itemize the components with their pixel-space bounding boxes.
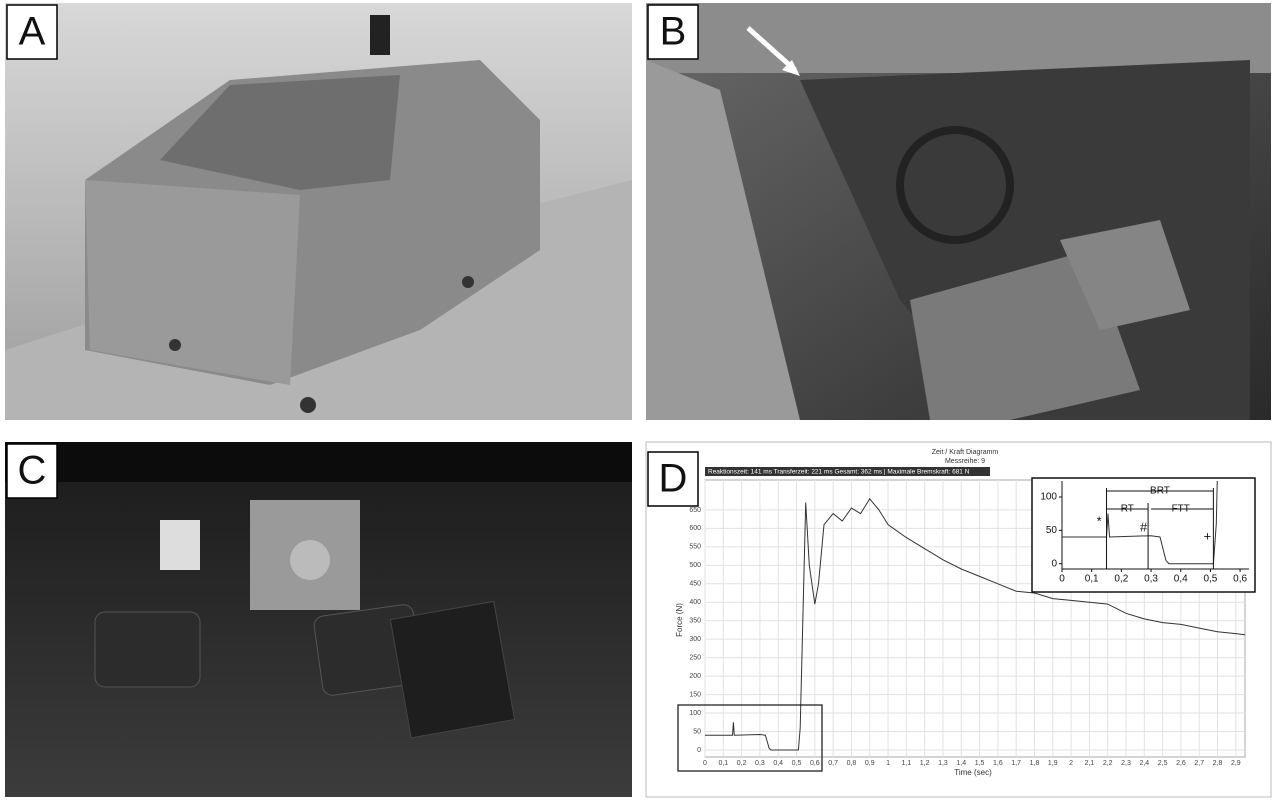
inset-annotation: BRT xyxy=(1150,486,1170,497)
inset-annotation: RT xyxy=(1121,504,1134,515)
y-tick-label: 650 xyxy=(689,507,701,514)
chart-title: Zeit / Kraft Diagramm xyxy=(932,449,999,456)
x-tick-label: 0,5 xyxy=(792,760,802,767)
x-tick-label: 1,4 xyxy=(956,760,966,767)
y-tick-label: 100 xyxy=(689,710,701,717)
photo-b xyxy=(646,3,1271,420)
x-tick-label: 2,3 xyxy=(1121,760,1131,767)
inset-annotation: + xyxy=(1204,528,1212,543)
x-tick-label: 0,2 xyxy=(737,760,747,767)
inset-x-tick-label: 0,1 xyxy=(1085,574,1099,585)
photo-a xyxy=(5,3,632,420)
y-tick-label: 350 xyxy=(689,618,701,625)
photo-c xyxy=(5,442,632,797)
x-tick-label: 1,3 xyxy=(938,760,948,767)
x-tick-label: 2,4 xyxy=(1139,760,1149,767)
y-tick-label: 0 xyxy=(697,747,701,754)
x-tick-label: 1,8 xyxy=(1030,760,1040,767)
inset-x-tick-label: 0,2 xyxy=(1114,574,1128,585)
y-tick-label: 200 xyxy=(689,673,701,680)
x-tick-label: 1 xyxy=(886,760,890,767)
x-tick-label: 0,3 xyxy=(755,760,765,767)
x-tick-label: 2 xyxy=(1069,760,1073,767)
inset-y-tick-label: 100 xyxy=(1040,492,1057,503)
y-tick-label: 150 xyxy=(689,691,701,698)
panel-label: D xyxy=(659,457,688,501)
info-text: Reaktionszeit: 141 ms Transferzeit: 221 … xyxy=(708,469,970,476)
inset-annotation: # xyxy=(1140,519,1148,534)
panel-label: B xyxy=(660,10,687,54)
y-axis-label: Force (N) xyxy=(675,603,684,637)
inset-x-tick-label: 0,6 xyxy=(1233,574,1247,585)
figure: Zeit / Kraft Diagramm Messreihe: 9 Reakt… xyxy=(0,0,1274,800)
inset-x-tick-label: 0,5 xyxy=(1203,574,1217,585)
inset-y-tick-label: 50 xyxy=(1046,525,1058,536)
y-tick-label: 300 xyxy=(689,636,701,643)
x-tick-label: 0,9 xyxy=(865,760,875,767)
x-tick-label: 2,9 xyxy=(1231,760,1241,767)
inset-x-tick-label: 0,4 xyxy=(1174,574,1188,585)
x-tick-label: 2,1 xyxy=(1085,760,1095,767)
y-tick-label: 550 xyxy=(689,544,701,551)
x-tick-label: 2,5 xyxy=(1158,760,1168,767)
inset-x-tick-label: 0 xyxy=(1059,574,1065,585)
x-tick-label: 1,9 xyxy=(1048,760,1058,767)
x-tick-label: 0 xyxy=(703,760,707,767)
x-axis-label: Time (sec) xyxy=(954,768,992,777)
y-tick-label: 250 xyxy=(689,654,701,661)
x-tick-label: 0,1 xyxy=(718,760,728,767)
x-tick-label: 0,7 xyxy=(828,760,838,767)
inset-annotation: FTT xyxy=(1172,504,1190,515)
inset-y-tick-label: 0 xyxy=(1051,558,1057,569)
x-tick-label: 1,7 xyxy=(1011,760,1021,767)
chart-subtitle: Messreihe: 9 xyxy=(945,458,985,465)
y-tick-label: 50 xyxy=(693,728,701,735)
inset-x-tick-label: 0,3 xyxy=(1144,574,1158,585)
x-tick-label: 1,6 xyxy=(993,760,1003,767)
x-tick-label: 2,6 xyxy=(1176,760,1186,767)
x-tick-label: 1,5 xyxy=(975,760,985,767)
y-tick-label: 400 xyxy=(689,599,701,606)
x-tick-label: 0,8 xyxy=(847,760,857,767)
x-tick-label: 0,4 xyxy=(773,760,783,767)
inset-annotation: * xyxy=(1097,513,1102,528)
x-tick-label: 1,2 xyxy=(920,760,930,767)
panel-label: A xyxy=(19,10,46,54)
x-tick-label: 2,7 xyxy=(1194,760,1204,767)
y-tick-label: 450 xyxy=(689,581,701,588)
y-tick-label: 500 xyxy=(689,562,701,569)
x-tick-label: 0,6 xyxy=(810,760,820,767)
panel-label: C xyxy=(18,449,47,493)
x-tick-label: 2,8 xyxy=(1213,760,1223,767)
y-tick-label: 600 xyxy=(689,525,701,532)
x-tick-label: 1,1 xyxy=(901,760,911,767)
x-tick-label: 2,2 xyxy=(1103,760,1113,767)
